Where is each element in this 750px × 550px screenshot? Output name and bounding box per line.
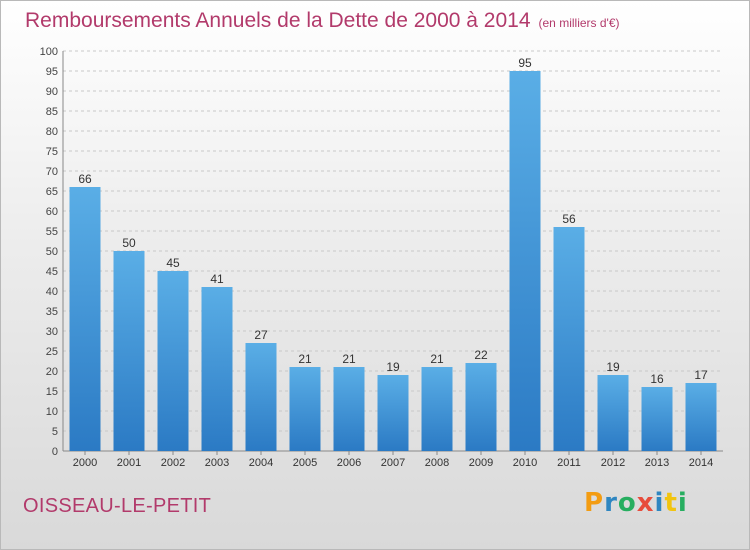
y-tick-label: 95 — [46, 66, 58, 78]
bar — [641, 387, 673, 451]
logo-letter: P — [584, 488, 605, 518]
x-tick-label: 2004 — [249, 457, 273, 469]
logo-letter: o — [617, 488, 637, 518]
bar-value-label: 17 — [694, 368, 708, 382]
bar — [377, 375, 409, 451]
y-tick-label: 85 — [46, 106, 58, 118]
y-tick-label: 15 — [46, 386, 58, 398]
bar-value-label: 19 — [606, 360, 620, 374]
bar — [333, 367, 365, 451]
bar — [553, 227, 585, 451]
bar-value-label: 21 — [298, 352, 312, 366]
x-tick-label: 2007 — [381, 457, 405, 469]
x-tick-label: 2005 — [293, 457, 317, 469]
bar-value-label: 56 — [562, 212, 576, 226]
y-tick-label: 70 — [46, 166, 58, 178]
bar — [69, 187, 101, 451]
bar — [597, 375, 629, 451]
bar-value-label: 50 — [122, 236, 136, 250]
y-tick-label: 45 — [46, 266, 58, 278]
y-tick-label: 65 — [46, 186, 58, 198]
y-tick-label: 80 — [46, 126, 58, 138]
logo-letter: t — [664, 488, 678, 518]
chart-title: Remboursements Annuels de la Dette de 20… — [25, 9, 620, 33]
x-tick-label: 2001 — [117, 457, 141, 469]
bar-value-label: 21 — [430, 352, 444, 366]
bar — [421, 367, 453, 451]
y-tick-label: 20 — [46, 366, 58, 378]
bar — [465, 363, 497, 451]
bar — [289, 367, 321, 451]
y-tick-label: 100 — [40, 46, 58, 58]
logo-letter: i — [654, 488, 665, 518]
x-tick-label: 2000 — [73, 457, 97, 469]
logo-letter: i — [677, 488, 688, 518]
bar-value-label: 27 — [254, 328, 268, 342]
y-tick-label: 90 — [46, 86, 58, 98]
bar — [245, 343, 277, 451]
chart-title-unit: (en milliers d'€) — [538, 16, 620, 30]
x-tick-label: 2006 — [337, 457, 361, 469]
bar — [509, 71, 541, 451]
y-tick-label: 5 — [52, 426, 58, 438]
bar-value-label: 22 — [474, 348, 488, 362]
bar — [157, 271, 189, 451]
x-tick-label: 2008 — [425, 457, 449, 469]
x-tick-label: 2010 — [513, 457, 537, 469]
bar-value-label: 66 — [78, 172, 92, 186]
bar-value-label: 21 — [342, 352, 356, 366]
bar — [201, 287, 233, 451]
x-tick-label: 2002 — [161, 457, 185, 469]
bar-value-label: 45 — [166, 256, 180, 270]
x-tick-label: 2003 — [205, 457, 229, 469]
y-tick-label: 55 — [46, 226, 58, 238]
y-tick-label: 25 — [46, 346, 58, 358]
y-tick-label: 40 — [46, 286, 58, 298]
logo-letter: x — [636, 488, 655, 518]
y-tick-label: 0 — [52, 446, 58, 458]
commune-name: OISSEAU-LE-PETIT — [23, 495, 212, 517]
logo-letter: r — [604, 488, 618, 518]
y-tick-label: 10 — [46, 406, 58, 418]
x-tick-label: 2012 — [601, 457, 625, 469]
y-tick-label: 60 — [46, 206, 58, 218]
bar — [113, 251, 145, 451]
y-tick-label: 30 — [46, 326, 58, 338]
chart-title-main: Remboursements Annuels de la Dette de 20… — [25, 9, 531, 32]
x-tick-label: 2009 — [469, 457, 493, 469]
bar-value-label: 19 — [386, 360, 400, 374]
y-tick-label: 35 — [46, 306, 58, 318]
x-tick-label: 2013 — [645, 457, 669, 469]
bar-value-label: 41 — [210, 272, 224, 286]
y-tick-label: 50 — [46, 246, 58, 258]
x-tick-label: 2014 — [689, 457, 713, 469]
bar — [685, 383, 717, 451]
proxiti-logo: Proxiti — [584, 488, 688, 518]
x-tick-label: 2011 — [557, 457, 581, 469]
bar-value-label: 95 — [518, 56, 532, 70]
y-tick-label: 75 — [46, 146, 58, 158]
bar-value-label: 16 — [650, 372, 664, 386]
